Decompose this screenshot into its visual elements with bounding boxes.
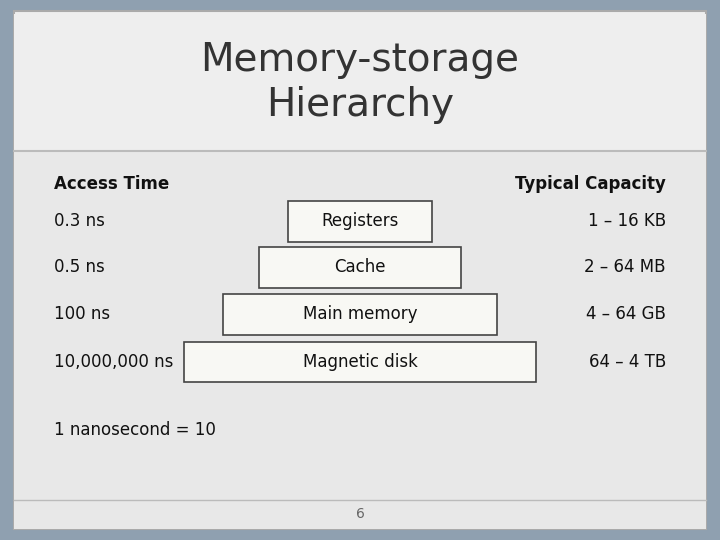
Text: 100 ns: 100 ns xyxy=(54,305,110,323)
Bar xyxy=(259,247,461,287)
Text: 0.5 ns: 0.5 ns xyxy=(54,258,104,276)
Text: 1 – 16 KB: 1 – 16 KB xyxy=(588,212,666,231)
Bar xyxy=(288,201,432,241)
Bar xyxy=(14,151,706,529)
Bar xyxy=(184,341,536,382)
Bar xyxy=(223,294,497,334)
Text: Magnetic disk: Magnetic disk xyxy=(302,353,418,371)
Text: 2 – 64 MB: 2 – 64 MB xyxy=(585,258,666,276)
Text: 1 nanosecond = 10: 1 nanosecond = 10 xyxy=(54,421,216,438)
Text: Access Time: Access Time xyxy=(54,174,169,193)
Text: 6: 6 xyxy=(356,507,364,521)
Text: 64 – 4 TB: 64 – 4 TB xyxy=(589,353,666,371)
Text: Registers: Registers xyxy=(321,212,399,231)
Text: Cache: Cache xyxy=(334,258,386,276)
Text: 10,000,000 ns: 10,000,000 ns xyxy=(54,353,174,371)
Text: Main memory: Main memory xyxy=(302,305,418,323)
Text: 4 – 64 GB: 4 – 64 GB xyxy=(586,305,666,323)
Text: Memory-storage
Hierarchy: Memory-storage Hierarchy xyxy=(200,40,520,124)
Text: Typical Capacity: Typical Capacity xyxy=(515,174,666,193)
Bar xyxy=(14,14,706,151)
Text: 0.3 ns: 0.3 ns xyxy=(54,212,105,231)
